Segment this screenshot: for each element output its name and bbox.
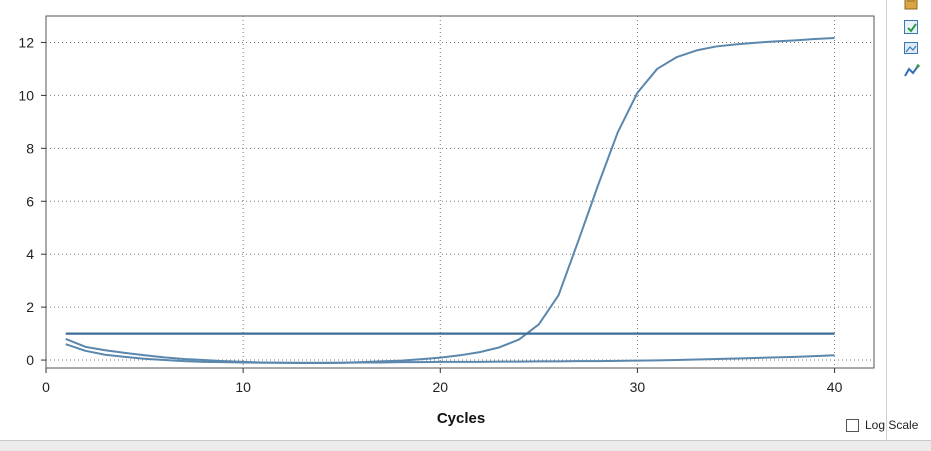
y-tick-label: 8: [26, 140, 34, 156]
tick-labels: 0 10 20 30 40 0 2 4 6 8 10 12: [18, 34, 842, 395]
plot-area-border: [45, 15, 875, 369]
x-tick-label: 20: [432, 379, 448, 395]
image-icon[interactable]: [903, 40, 920, 57]
y-tick-label: 0: [26, 352, 34, 368]
chart-toolbar: [886, 0, 931, 440]
status-strip: [0, 440, 931, 451]
axes: [41, 41, 836, 373]
y-tick-label: 10: [18, 87, 34, 103]
y-tick-label: 4: [26, 246, 34, 262]
x-axis-title: Cycles: [437, 410, 485, 427]
y-tick-label: 12: [18, 34, 34, 50]
x-tick-label: 30: [630, 379, 646, 395]
y-tick-label: 6: [26, 193, 34, 209]
copy-icon[interactable]: [903, 19, 920, 36]
amplification-curve-1: [65, 36, 835, 364]
export-icon[interactable]: [903, 0, 920, 11]
amplification-curve-2: [65, 343, 835, 364]
log-scale-label: Log Scale: [865, 418, 919, 432]
x-tick-label: 0: [42, 379, 50, 395]
x-tick-label: 40: [827, 379, 843, 395]
y-tick-label: 2: [26, 299, 34, 315]
grid-lines: [46, 16, 874, 368]
amplification-chart: 0 10 20 30 40 0 2 4 6 8 10 12 Cycles: [18, 15, 875, 427]
x-tick-label: 10: [235, 379, 251, 395]
series-lines: [65, 36, 835, 364]
log-scale-checkbox[interactable]: [846, 418, 859, 432]
graph-settings-icon[interactable]: [903, 63, 920, 80]
log-scale-toggle[interactable]: Log Scale: [846, 418, 918, 432]
